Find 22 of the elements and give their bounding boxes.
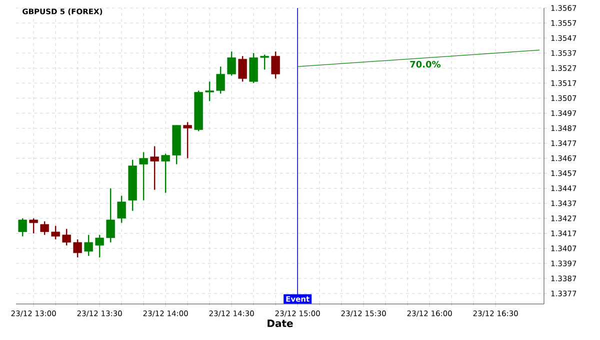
candlestick xyxy=(84,234,93,257)
candlestick xyxy=(161,153,170,194)
candlestick xyxy=(260,54,269,70)
candlestick xyxy=(150,146,159,190)
candlestick xyxy=(106,188,115,243)
candlestick xyxy=(117,195,126,224)
candlestick xyxy=(62,228,71,246)
candlestick xyxy=(216,66,225,94)
candlestick xyxy=(238,55,247,82)
annotation: 70.0% xyxy=(410,60,441,68)
candlestick xyxy=(271,50,280,80)
candlestick xyxy=(227,50,236,76)
candlestick xyxy=(95,234,104,258)
candlestick xyxy=(29,218,38,234)
candlestick xyxy=(40,220,49,236)
candlestick xyxy=(205,81,214,102)
candlestick xyxy=(139,152,148,201)
candlestick xyxy=(51,225,60,240)
candlestick xyxy=(73,238,82,258)
candlestick xyxy=(18,218,27,237)
x-axis-title: Date xyxy=(268,320,293,328)
candlestick xyxy=(183,122,192,159)
